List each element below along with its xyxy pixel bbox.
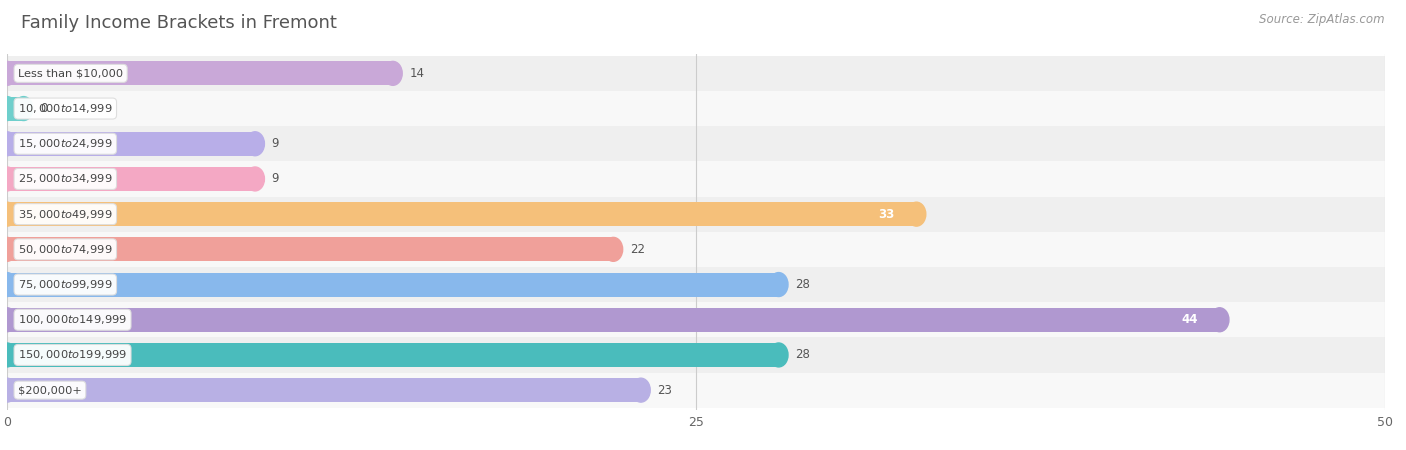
Circle shape bbox=[0, 238, 17, 261]
Circle shape bbox=[1211, 308, 1229, 332]
FancyBboxPatch shape bbox=[0, 162, 1406, 197]
Text: $75,000 to $99,999: $75,000 to $99,999 bbox=[18, 278, 112, 291]
Text: $10,000 to $14,999: $10,000 to $14,999 bbox=[18, 102, 112, 115]
Circle shape bbox=[769, 343, 787, 367]
Circle shape bbox=[0, 202, 17, 226]
Bar bbox=[7, 132, 254, 156]
Text: $35,000 to $49,999: $35,000 to $49,999 bbox=[18, 207, 112, 220]
Circle shape bbox=[631, 378, 650, 402]
Bar bbox=[7, 61, 392, 86]
Circle shape bbox=[0, 61, 17, 86]
FancyBboxPatch shape bbox=[0, 126, 1406, 162]
Circle shape bbox=[0, 378, 17, 402]
Text: 9: 9 bbox=[271, 172, 278, 185]
Circle shape bbox=[605, 238, 623, 261]
FancyBboxPatch shape bbox=[0, 267, 1406, 302]
Circle shape bbox=[769, 273, 787, 297]
Bar bbox=[7, 202, 917, 226]
FancyBboxPatch shape bbox=[0, 302, 1406, 338]
Circle shape bbox=[0, 132, 17, 156]
Text: 0: 0 bbox=[41, 102, 48, 115]
Circle shape bbox=[246, 132, 264, 156]
Circle shape bbox=[907, 202, 925, 226]
Text: $50,000 to $74,999: $50,000 to $74,999 bbox=[18, 243, 112, 256]
Text: Source: ZipAtlas.com: Source: ZipAtlas.com bbox=[1260, 14, 1385, 27]
Circle shape bbox=[0, 343, 17, 367]
FancyBboxPatch shape bbox=[0, 338, 1406, 373]
Text: Less than $10,000: Less than $10,000 bbox=[18, 68, 124, 78]
Bar bbox=[7, 167, 254, 191]
Text: 33: 33 bbox=[879, 207, 894, 220]
FancyBboxPatch shape bbox=[0, 232, 1406, 267]
Text: 9: 9 bbox=[271, 137, 278, 150]
Bar bbox=[7, 97, 24, 121]
Circle shape bbox=[246, 167, 264, 191]
Circle shape bbox=[0, 167, 17, 191]
Circle shape bbox=[14, 97, 32, 121]
Circle shape bbox=[384, 61, 402, 86]
FancyBboxPatch shape bbox=[0, 373, 1406, 408]
Bar bbox=[7, 378, 641, 402]
Text: 28: 28 bbox=[796, 348, 810, 361]
Bar bbox=[7, 238, 613, 261]
Bar bbox=[7, 308, 1219, 332]
Text: $200,000+: $200,000+ bbox=[18, 385, 82, 395]
Text: $15,000 to $24,999: $15,000 to $24,999 bbox=[18, 137, 112, 150]
Text: $100,000 to $149,999: $100,000 to $149,999 bbox=[18, 313, 127, 326]
FancyBboxPatch shape bbox=[0, 91, 1406, 126]
Bar bbox=[7, 273, 779, 297]
Circle shape bbox=[0, 308, 17, 332]
Text: 22: 22 bbox=[630, 243, 645, 256]
Text: 14: 14 bbox=[409, 67, 425, 80]
Text: $25,000 to $34,999: $25,000 to $34,999 bbox=[18, 172, 112, 185]
Text: Family Income Brackets in Fremont: Family Income Brackets in Fremont bbox=[21, 14, 337, 32]
Circle shape bbox=[0, 97, 17, 121]
Bar bbox=[7, 343, 779, 367]
FancyBboxPatch shape bbox=[0, 197, 1406, 232]
Text: 23: 23 bbox=[658, 384, 672, 396]
Circle shape bbox=[0, 273, 17, 297]
Text: 28: 28 bbox=[796, 278, 810, 291]
Text: $150,000 to $199,999: $150,000 to $199,999 bbox=[18, 348, 127, 361]
Text: 44: 44 bbox=[1181, 313, 1198, 326]
FancyBboxPatch shape bbox=[0, 56, 1406, 91]
